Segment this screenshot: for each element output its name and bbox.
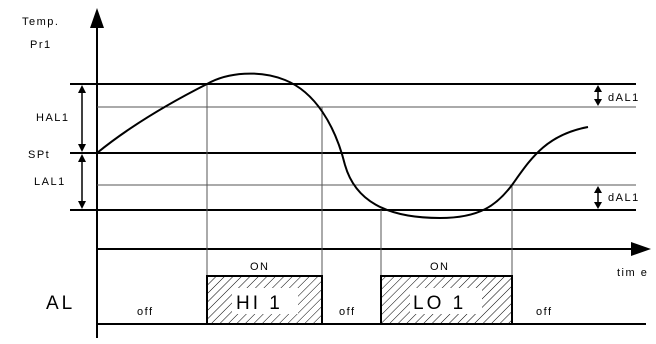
hal-label: HAL1 xyxy=(36,112,70,124)
alarm-box-lo-label-bg xyxy=(410,288,482,314)
arrow-down-icon xyxy=(594,202,602,209)
lal-label: LAL1 xyxy=(34,176,66,188)
dal-bottom-label: dAL1 xyxy=(608,192,640,204)
temperature-curve xyxy=(96,72,589,220)
y-axis-arrow-icon xyxy=(90,8,104,28)
alarm-box-lo-label: LO 1 xyxy=(413,293,466,314)
alarm-box-hi-label: HI 1 xyxy=(236,293,283,314)
on-label-hi: ON xyxy=(250,261,270,273)
off-label-3: off xyxy=(536,306,553,318)
arrow-up-icon xyxy=(78,154,86,162)
arrow-down-icon xyxy=(594,99,602,106)
arrow-down-icon xyxy=(78,201,86,209)
alarm-box-hi-label-bg xyxy=(232,288,298,314)
arrow-down-icon xyxy=(78,144,86,152)
off-label-2: off xyxy=(339,306,356,318)
setpoint-label: SPt xyxy=(28,149,50,161)
y-axis-title-line1: Temp. xyxy=(22,16,59,28)
arrow-up-icon xyxy=(594,85,602,92)
arrow-up-icon xyxy=(78,85,86,93)
on-label-lo: ON xyxy=(430,261,450,273)
time-axis-label: tim e xyxy=(617,267,648,279)
time-axis-arrow-icon xyxy=(631,242,651,256)
off-label-1: off xyxy=(137,306,154,318)
alarm-row-label: AL xyxy=(46,293,75,314)
dal-top-label: dAL1 xyxy=(608,92,640,104)
arrow-up-icon xyxy=(594,186,602,193)
y-axis-title-line2: Pr1 xyxy=(30,39,52,51)
